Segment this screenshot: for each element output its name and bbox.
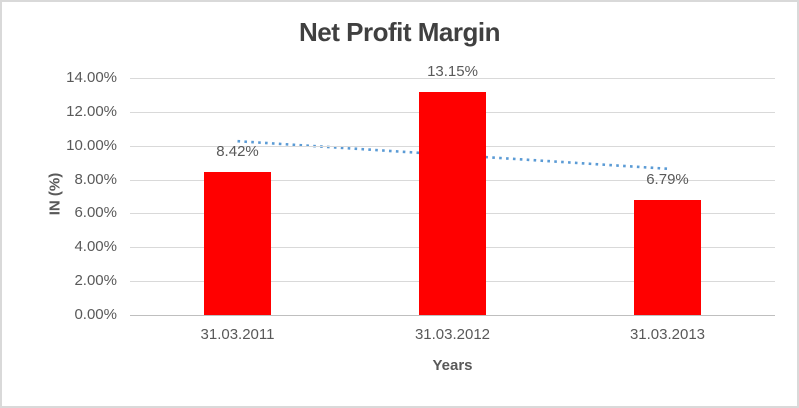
x-tick-label: 31.03.2011 — [200, 326, 275, 343]
y-tick-label: 6.00% — [74, 204, 117, 222]
y-tick-label: 14.00% — [66, 69, 117, 86]
x-axis-line — [130, 315, 775, 316]
bar — [419, 92, 486, 315]
data-label: 13.15% — [427, 63, 478, 81]
plot-area: 8.42% 13.15% 6.79% — [130, 63, 775, 316]
bar — [204, 172, 271, 315]
y-tick-label: 8.00% — [74, 170, 117, 188]
x-axis-title: Years — [432, 357, 473, 374]
bar — [634, 200, 701, 315]
y-tick-label: 0.00% — [74, 306, 117, 323]
chart-title: Net Profit Margin — [299, 17, 500, 47]
x-tick-label: 31.03.2013 — [629, 326, 706, 343]
y-tick-label: 2.00% — [74, 272, 117, 290]
y-tick-label: 12.00% — [66, 102, 117, 120]
gridline — [130, 78, 775, 79]
y-tick-label: 4.00% — [74, 238, 117, 256]
x-tick-label: 31.03.2012 — [414, 326, 491, 343]
data-label: 8.42% — [216, 143, 259, 161]
data-label: 6.79% — [646, 171, 689, 189]
y-tick-label: 10.00% — [66, 136, 117, 154]
